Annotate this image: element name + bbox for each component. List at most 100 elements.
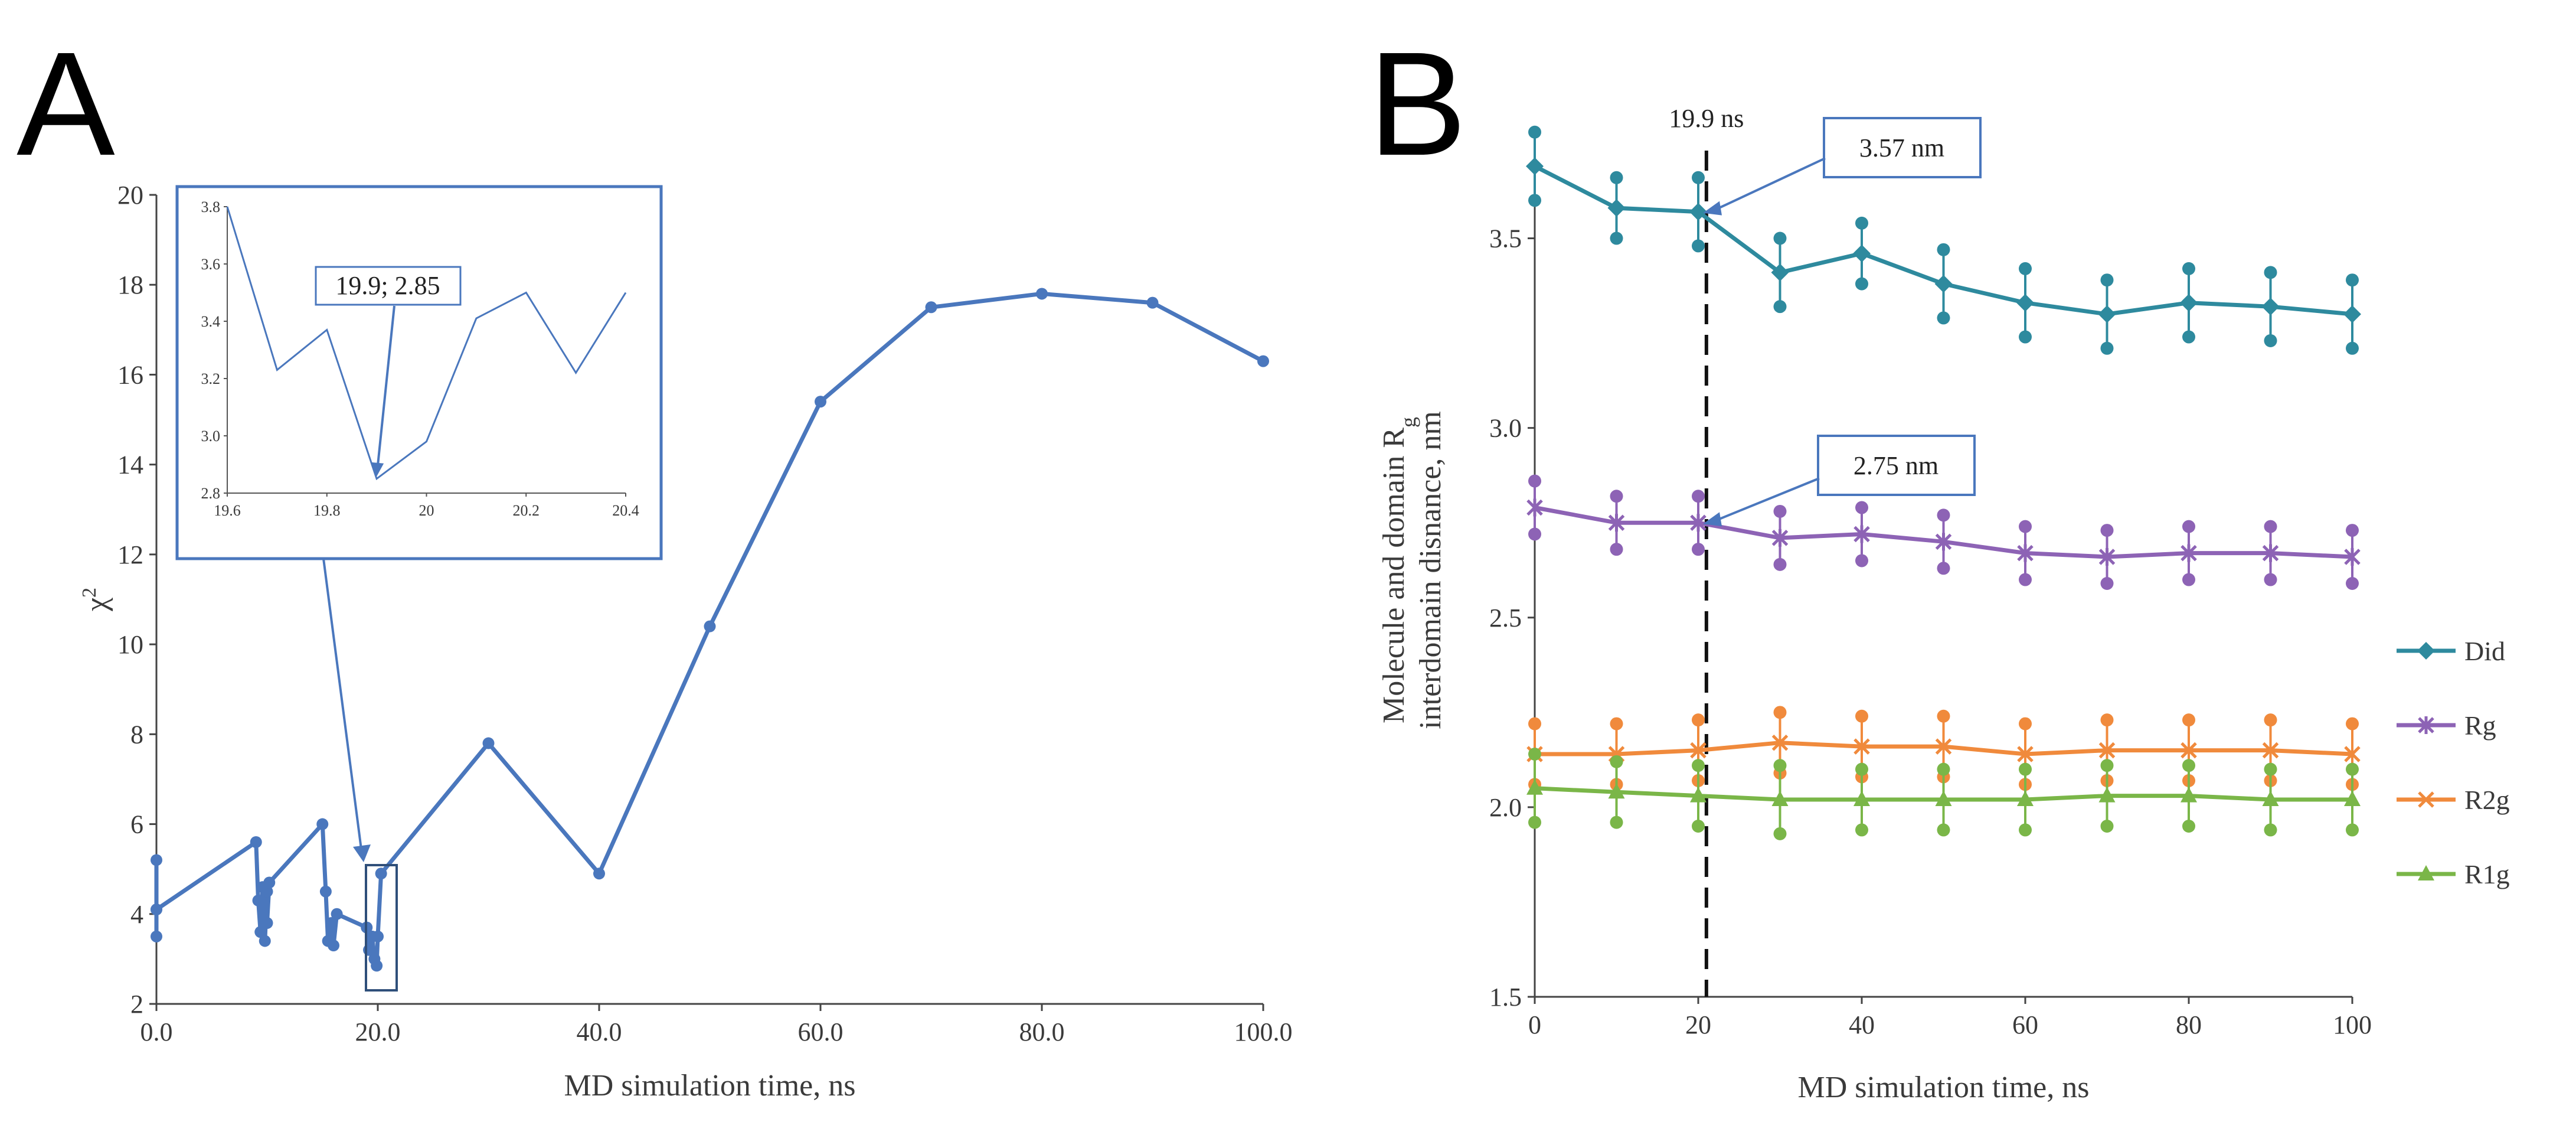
panel-b-rg-data-point — [2181, 544, 2197, 562]
panel-a-inset-callout-text: 19.9; 2.85 — [335, 271, 440, 300]
panel-b-did-error-cap-bottom — [2100, 341, 2114, 355]
panel-b-did-data-point — [1934, 275, 1953, 293]
panel-b-rg-data-point — [1853, 525, 1870, 543]
panel-b-legend-rg-marker — [2418, 716, 2434, 734]
panel-a-inset-y-tick-label: 3.6 — [201, 256, 221, 273]
panel-b-rg-error-cap-bottom — [2019, 573, 2032, 586]
panel-b-rg-data-point — [2262, 544, 2279, 562]
panel-b-r1g-error-cap-bottom — [1937, 823, 1950, 837]
panel-b-rg-error-cap-bottom — [1937, 562, 1950, 575]
panel-b-r1g-data-point — [2017, 791, 2034, 807]
panel-a-inset-series-line — [226, 206, 627, 481]
panel-b-did-error-cap-top — [1937, 243, 1950, 256]
panel-b-x-tick-label: 80 — [2176, 1010, 2202, 1039]
panel-b-chart: MD simulation time, ns Molecule and doma… — [1377, 104, 2510, 1104]
panel-b-did-data-point — [1526, 157, 1544, 175]
panel-b-rg-error-cap-top — [2182, 520, 2195, 533]
panel-b-y-tick-label: 3.0 — [1489, 414, 1522, 443]
panel-b-rg-data-point — [1771, 529, 1789, 547]
panel-b-y-tick-label: 2.5 — [1489, 604, 1522, 632]
panel-b-rg-callout-text: 2.75 nm — [1853, 451, 1938, 480]
panel-b-y-tick-label: 2.0 — [1489, 793, 1522, 822]
panel-b-y-axis-title-line2: interdomain disnance, nm — [1414, 411, 1447, 729]
panel-a-data-point — [372, 930, 384, 942]
panel-b-r2g-data-point — [2017, 746, 2034, 762]
panel-a-y-axis-title-main: χ — [80, 598, 113, 612]
panel-b-did-data-point — [1607, 199, 1626, 217]
panel-b-rg-error-cap-bottom — [1773, 557, 1787, 571]
panel-b-did-error-cap-top — [1692, 171, 1705, 184]
panel-a-y-tick-label: 6 — [130, 810, 143, 839]
panel-b-rg-error-cap-top — [2346, 524, 2359, 537]
panel-b-did-error-cap-bottom — [2346, 341, 2359, 355]
panel-b-rg-error-cap-bottom — [2346, 576, 2359, 590]
panel-a-y-tick-label: 18 — [117, 270, 143, 299]
panel-a-y-tick-label: 14 — [117, 451, 143, 480]
panel-a-x-tick-label: 80.0 — [1019, 1017, 1065, 1046]
panel-b-rg-error-cap-bottom — [2100, 576, 2114, 590]
panel-b-r2g-error-cap-top — [1610, 717, 1623, 730]
panel-a-inset-x-tick-label: 19.8 — [313, 502, 341, 519]
panel-b-r1g-data-point — [1935, 791, 1952, 807]
panel-b-rg-error-cap-bottom — [2264, 573, 2277, 586]
panel-a-zoom-arrow — [322, 558, 362, 850]
panel-a-y-tick-label: 4 — [130, 900, 143, 929]
panel-b-x-tick-label: 20 — [1685, 1010, 1711, 1039]
panel-a-inset-x-tick-label: 20 — [419, 502, 434, 519]
panel-b-legend-r2g-label: R2g — [2464, 785, 2510, 815]
panel-b-did-error-cap-bottom — [2264, 334, 2277, 347]
panel-b-legend-did-marker — [2417, 642, 2435, 660]
panel-a-data-point — [371, 960, 383, 972]
panel-b-did-error-cap-bottom — [2182, 330, 2195, 344]
panel-b-legend-r1g-marker — [2418, 865, 2434, 880]
panel-b-r1g-error-cap-top — [1855, 762, 1868, 776]
panel-b-y-tick-label: 3.5 — [1489, 224, 1522, 253]
panel-b-r2g-error-cap-top — [1528, 717, 1541, 730]
panel-b-r2g-data-point — [1690, 742, 1707, 759]
panel-b-x-axis-title: MD simulation time, ns — [1798, 1071, 2090, 1104]
panel-b-r2g-error-cap-top — [2264, 713, 2277, 727]
panel-b-r2g-error-cap-top — [2182, 713, 2195, 727]
panel-b-rg-data-point — [1690, 514, 1707, 532]
panel-b-did-data-point — [1771, 263, 1789, 282]
panel-b-r2g-error-cap-top — [2346, 717, 2359, 730]
panel-b-did-error-cap-bottom — [1528, 194, 1541, 207]
panel-b-did-data-point — [1689, 203, 1707, 221]
panel-b-did-error-cap-top — [1610, 171, 1623, 184]
panel-b-x-tick-label: 0 — [1528, 1010, 1541, 1039]
panel-b-rg-error-cap-top — [1937, 508, 1950, 522]
panel-b-did-error-cap-top — [2019, 262, 2032, 275]
panel-b-rg-data-point — [1935, 533, 1952, 551]
panel-b-r2g-data-point — [2098, 742, 2116, 759]
panel-b-did-data-point — [2016, 293, 2034, 312]
panel-b-r1g-error-cap-bottom — [1855, 823, 1868, 837]
panel-a-letter: A — [17, 21, 115, 186]
panel-b-rg-data-point — [1608, 514, 1625, 532]
panel-b-r2g-error-cap-top — [1692, 713, 1705, 727]
panel-b-r1g-error-cap-top — [2264, 762, 2277, 776]
panel-b-did-callout-text: 3.57 nm — [1859, 133, 1944, 162]
panel-a-x-tick-label: 100.0 — [1234, 1017, 1293, 1046]
panel-a-y-tick-label: 20 — [117, 181, 143, 210]
panel-a-data-point — [151, 904, 162, 916]
panel-b-r1g-data-point — [1771, 791, 1789, 807]
panel-b-r1g-error-cap-bottom — [2264, 823, 2277, 837]
panel-a-data-point — [704, 620, 716, 632]
panel-b-did-error-cap-top — [2346, 273, 2359, 287]
panel-a-data-point — [263, 876, 276, 889]
panel-a-zoom-arrowhead — [353, 844, 371, 862]
panel-b-rg-callout-arrow — [1715, 477, 1820, 522]
panel-b-rg-callout-box — [1817, 435, 1976, 496]
panel-b-r1g-error-cap-top — [1773, 759, 1787, 772]
panel-a-data-point — [1257, 355, 1269, 367]
panel-b-did-error-cap-top — [1528, 125, 1541, 139]
panel-b-did-callout-arrowhead — [1703, 201, 1722, 216]
panel-a-data-point — [319, 885, 332, 898]
panel-b-r1g-error-cap-bottom — [1528, 816, 1541, 829]
panel-b-y-tick-label: 1.5 — [1489, 983, 1522, 1012]
panel-a-inset-x-tick-label: 19.6 — [214, 502, 241, 519]
panel-a-y-axis-title-sup: 2 — [79, 588, 100, 598]
panel-a-y-axis-title: χ2 — [79, 588, 114, 612]
panel-b-r2g-data-point — [2262, 742, 2279, 759]
